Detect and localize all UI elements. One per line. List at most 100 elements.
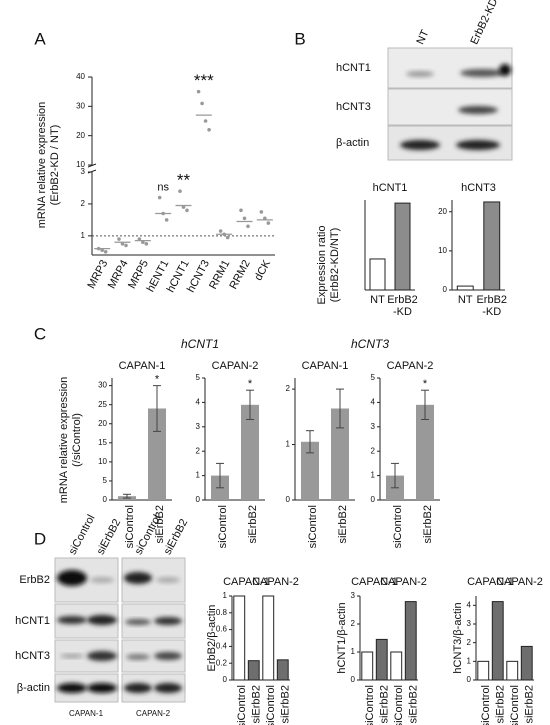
data-point bbox=[263, 216, 267, 221]
data-point bbox=[141, 240, 145, 245]
bar bbox=[301, 441, 319, 500]
data-point bbox=[181, 205, 186, 209]
cell-line-label: CAPAN-2 bbox=[136, 709, 171, 718]
bar bbox=[416, 404, 434, 500]
bar bbox=[456, 285, 474, 291]
x-tick-label: siErbB2 bbox=[251, 685, 263, 724]
y-tick-label: 1 bbox=[81, 231, 86, 240]
data-point bbox=[242, 216, 247, 221]
group-label: hCNT1 bbox=[181, 337, 219, 351]
x-tick-label: ErbB2 bbox=[387, 294, 418, 306]
data-point bbox=[157, 195, 162, 200]
y-tick-label: 3 bbox=[467, 619, 472, 628]
group-label: hCNT3 bbox=[351, 337, 389, 351]
row-label: hCNT1 bbox=[15, 615, 50, 627]
bar bbox=[247, 660, 260, 681]
x-tick-label: siControl bbox=[392, 505, 404, 548]
y-tick-label: 0.6 bbox=[216, 625, 228, 634]
bar bbox=[241, 404, 259, 500]
chart-title: CAPAN-1 bbox=[302, 360, 349, 372]
lane-label: NT bbox=[414, 28, 431, 47]
bar bbox=[148, 408, 166, 500]
x-tick-label: siControl bbox=[265, 685, 277, 725]
y-tick-label: 40 bbox=[76, 72, 85, 81]
y-tick-label: 4 bbox=[371, 398, 376, 407]
data-point bbox=[178, 189, 182, 193]
blot-d bbox=[54, 557, 186, 703]
y-axis-label: (ErbB2-KD/NT) bbox=[329, 228, 341, 303]
x-tick-label: siErbB2 bbox=[495, 685, 507, 724]
data-point bbox=[239, 208, 243, 213]
y-tick-label: 0 bbox=[443, 285, 448, 294]
y-tick-label: 30 bbox=[76, 101, 85, 110]
x-tick-label: siControl bbox=[124, 505, 136, 548]
chart-title: hCNT1 bbox=[373, 182, 408, 194]
group-label: CAPAN-2 bbox=[252, 576, 299, 588]
blot-b bbox=[387, 47, 513, 161]
y-tick-label: 1 bbox=[286, 440, 291, 449]
y-tick-label: 20 bbox=[438, 207, 447, 216]
y-tick-label: 5 bbox=[196, 373, 201, 382]
data-point bbox=[246, 224, 250, 229]
x-tick-label: siControl bbox=[217, 505, 229, 548]
cell-line-label: CAPAN-1 bbox=[69, 709, 104, 718]
y-tick-label: 4 bbox=[467, 600, 472, 609]
x-tick-label: NT bbox=[370, 294, 385, 306]
significance-label: *** bbox=[194, 71, 214, 90]
data-point bbox=[164, 218, 169, 222]
data-point bbox=[207, 128, 211, 132]
y-tick-label: 5 bbox=[103, 476, 108, 485]
y-tick-label: 15 bbox=[98, 438, 107, 447]
x-tick-label: -KD bbox=[393, 306, 412, 318]
data-point bbox=[203, 119, 208, 123]
x-tick-label: siErbB2 bbox=[154, 505, 166, 544]
bar bbox=[520, 645, 533, 681]
y-tick-label: 0 bbox=[286, 495, 291, 504]
y-axis-label: (ErbB2-KD / NT) bbox=[49, 125, 61, 206]
y-tick-label: 25 bbox=[98, 400, 107, 409]
significance-label: * bbox=[423, 378, 428, 390]
panel-letter: C bbox=[34, 324, 46, 343]
y-tick-label: 2 bbox=[286, 384, 291, 393]
row-label: ErbB2 bbox=[19, 574, 50, 586]
x-tick-label: siErbB2 bbox=[247, 505, 259, 544]
bar bbox=[276, 659, 289, 681]
y-axis-label: hCNT1/β-actin bbox=[336, 602, 348, 673]
row-label: β-actin bbox=[336, 137, 369, 149]
data-point bbox=[124, 243, 128, 248]
chart-title: hCNT3 bbox=[461, 182, 496, 194]
significance-label: ns bbox=[157, 181, 169, 193]
y-tick-label: 2 bbox=[467, 638, 472, 647]
significance-label: * bbox=[155, 374, 160, 386]
bar bbox=[404, 601, 417, 681]
y-axis-label: mRNA relative expression bbox=[36, 102, 48, 229]
panel-letter: B bbox=[294, 29, 305, 48]
y-tick-label: 1 bbox=[196, 471, 201, 480]
y-axis-label: mRNA relative expression bbox=[58, 377, 70, 504]
y-axis-label: Expression ratio bbox=[316, 226, 328, 305]
row-label: hCNT3 bbox=[15, 650, 50, 662]
y-tick-label: 2 bbox=[351, 619, 356, 628]
lane-label: siErbB2 bbox=[95, 517, 124, 557]
row-label: hCNT3 bbox=[336, 101, 371, 113]
panel-letter: A bbox=[34, 29, 46, 48]
y-tick-label: 3 bbox=[371, 422, 376, 431]
x-tick-label: siErbB2 bbox=[524, 685, 536, 724]
row-label: hCNT1 bbox=[336, 62, 371, 74]
x-tick-label: siErbB2 bbox=[280, 685, 292, 724]
y-tick-label: 0 bbox=[196, 495, 201, 504]
y-tick-label: 20 bbox=[98, 419, 107, 428]
data-point bbox=[185, 208, 189, 213]
bar bbox=[483, 201, 501, 291]
bar bbox=[331, 408, 349, 500]
x-tick-label: siControl bbox=[393, 685, 405, 725]
bar bbox=[262, 595, 275, 681]
data-point bbox=[218, 229, 223, 233]
x-tick-label: dCK bbox=[252, 258, 273, 283]
data-point bbox=[137, 237, 142, 241]
y-tick-label: 2 bbox=[196, 446, 201, 455]
y-tick-label: 20 bbox=[76, 131, 85, 140]
bar bbox=[361, 651, 374, 681]
bar bbox=[506, 660, 519, 681]
